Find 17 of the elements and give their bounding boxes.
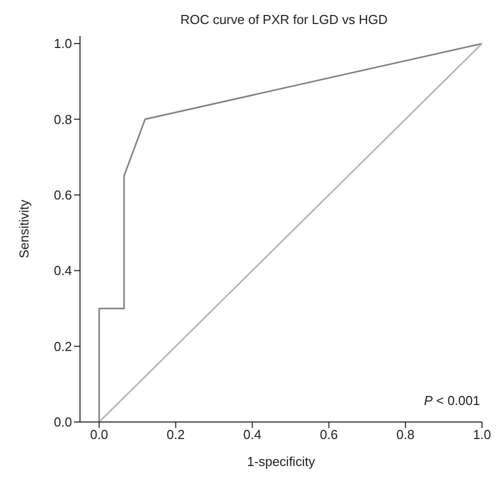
annotation: P < 0.001 [424, 393, 480, 408]
x-tick-label: 0.4 [243, 427, 262, 442]
y-tick-label: 0.4 [54, 263, 72, 278]
x-axis-title: 1-specificity [247, 454, 316, 469]
x-tick-label: 0.2 [166, 427, 185, 442]
y-tick-label: 0.6 [54, 188, 72, 203]
y-tick-label: 0.2 [54, 338, 72, 354]
x-tick-label: 0.6 [320, 427, 338, 442]
line-series [98, 42, 482, 422]
x-tick-label: 0.8 [396, 427, 414, 442]
y-tick-label: 1.0 [54, 36, 72, 52]
y-tick-label: 0.0 [54, 414, 72, 430]
y-axis-title: Sensitivity [16, 199, 32, 258]
x-tick-label: 1.0 [472, 427, 492, 442]
chart-title: ROC curve of PXR for LGD vs HGD [180, 12, 388, 27]
x-tick-label: 0.0 [90, 427, 108, 442]
y-tick-label: 0.8 [54, 112, 72, 127]
